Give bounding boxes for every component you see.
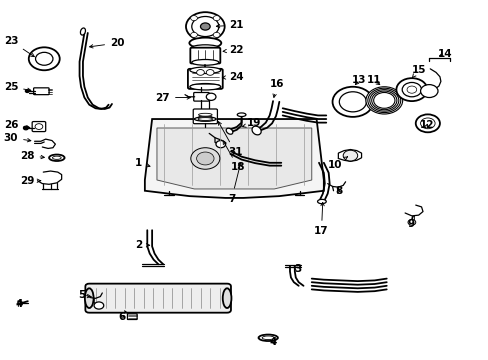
FancyBboxPatch shape [127,314,137,319]
Circle shape [35,124,43,130]
Circle shape [196,152,214,165]
FancyBboxPatch shape [85,284,230,313]
Circle shape [206,93,216,100]
Text: 17: 17 [313,202,328,236]
Ellipse shape [262,336,274,339]
FancyBboxPatch shape [193,109,217,124]
Text: 6: 6 [118,312,125,322]
Ellipse shape [198,118,212,121]
Circle shape [213,32,220,37]
Text: 4: 4 [15,299,22,309]
Text: 23: 23 [3,36,34,57]
Circle shape [407,220,415,225]
Text: 31: 31 [218,122,242,157]
Ellipse shape [189,67,221,73]
Text: 27: 27 [155,93,190,103]
Circle shape [343,150,357,161]
Circle shape [206,69,214,75]
Text: 16: 16 [269,79,284,98]
Ellipse shape [191,45,219,51]
Circle shape [332,87,372,117]
FancyBboxPatch shape [193,93,209,101]
Ellipse shape [52,156,61,159]
Text: 1: 1 [135,158,150,168]
Ellipse shape [237,113,245,117]
Circle shape [369,90,398,111]
Circle shape [373,93,394,108]
Ellipse shape [198,113,212,116]
Ellipse shape [226,128,232,134]
Circle shape [196,69,204,75]
Polygon shape [157,128,311,189]
Text: 8: 8 [334,186,342,197]
Ellipse shape [49,154,64,161]
Circle shape [36,52,53,65]
Text: 4: 4 [269,337,277,347]
Circle shape [185,12,224,41]
Circle shape [415,114,439,132]
Text: 21: 21 [216,20,244,30]
Ellipse shape [317,199,325,204]
Text: 22: 22 [223,45,244,55]
Circle shape [420,85,437,98]
Ellipse shape [191,59,219,65]
Circle shape [367,88,400,113]
Text: 28: 28 [20,150,44,161]
Circle shape [402,82,421,97]
Text: 2: 2 [135,240,149,250]
Text: 14: 14 [437,49,451,59]
FancyBboxPatch shape [187,69,223,89]
Circle shape [371,91,396,110]
Polygon shape [144,119,323,198]
Text: 18: 18 [223,141,245,172]
Text: 19: 19 [242,118,260,128]
Text: 26: 26 [3,121,30,130]
Ellipse shape [189,84,221,90]
Circle shape [94,302,103,309]
Text: 9: 9 [406,216,414,229]
FancyBboxPatch shape [190,48,220,63]
Ellipse shape [85,288,93,308]
FancyBboxPatch shape [32,122,45,132]
Text: 29: 29 [20,176,41,186]
Circle shape [406,86,416,93]
Ellipse shape [223,288,231,308]
Circle shape [190,148,220,169]
Circle shape [420,118,434,129]
FancyBboxPatch shape [34,88,49,95]
Circle shape [365,87,402,114]
Text: 12: 12 [419,121,433,130]
Text: 20: 20 [89,38,124,48]
Text: 7: 7 [227,163,241,204]
Ellipse shape [80,28,85,35]
Circle shape [190,15,197,21]
Text: 11: 11 [366,75,380,85]
Circle shape [213,15,220,21]
Ellipse shape [189,38,221,48]
Circle shape [29,47,60,70]
Text: 3: 3 [293,264,301,274]
Circle shape [216,140,225,148]
Text: 10: 10 [327,157,347,170]
Circle shape [23,126,28,130]
Ellipse shape [198,116,212,119]
Ellipse shape [258,334,277,341]
Text: 25: 25 [3,82,31,92]
Ellipse shape [251,126,261,135]
Text: 15: 15 [411,64,426,77]
Circle shape [190,32,197,37]
Circle shape [339,92,366,112]
Text: 30: 30 [3,133,31,143]
Text: 24: 24 [222,72,244,82]
Text: 5: 5 [79,291,91,301]
Ellipse shape [194,117,216,121]
Circle shape [200,23,210,30]
Circle shape [396,78,427,101]
Text: 13: 13 [351,75,366,85]
Circle shape [25,90,29,93]
Circle shape [191,17,219,37]
Ellipse shape [198,118,212,121]
